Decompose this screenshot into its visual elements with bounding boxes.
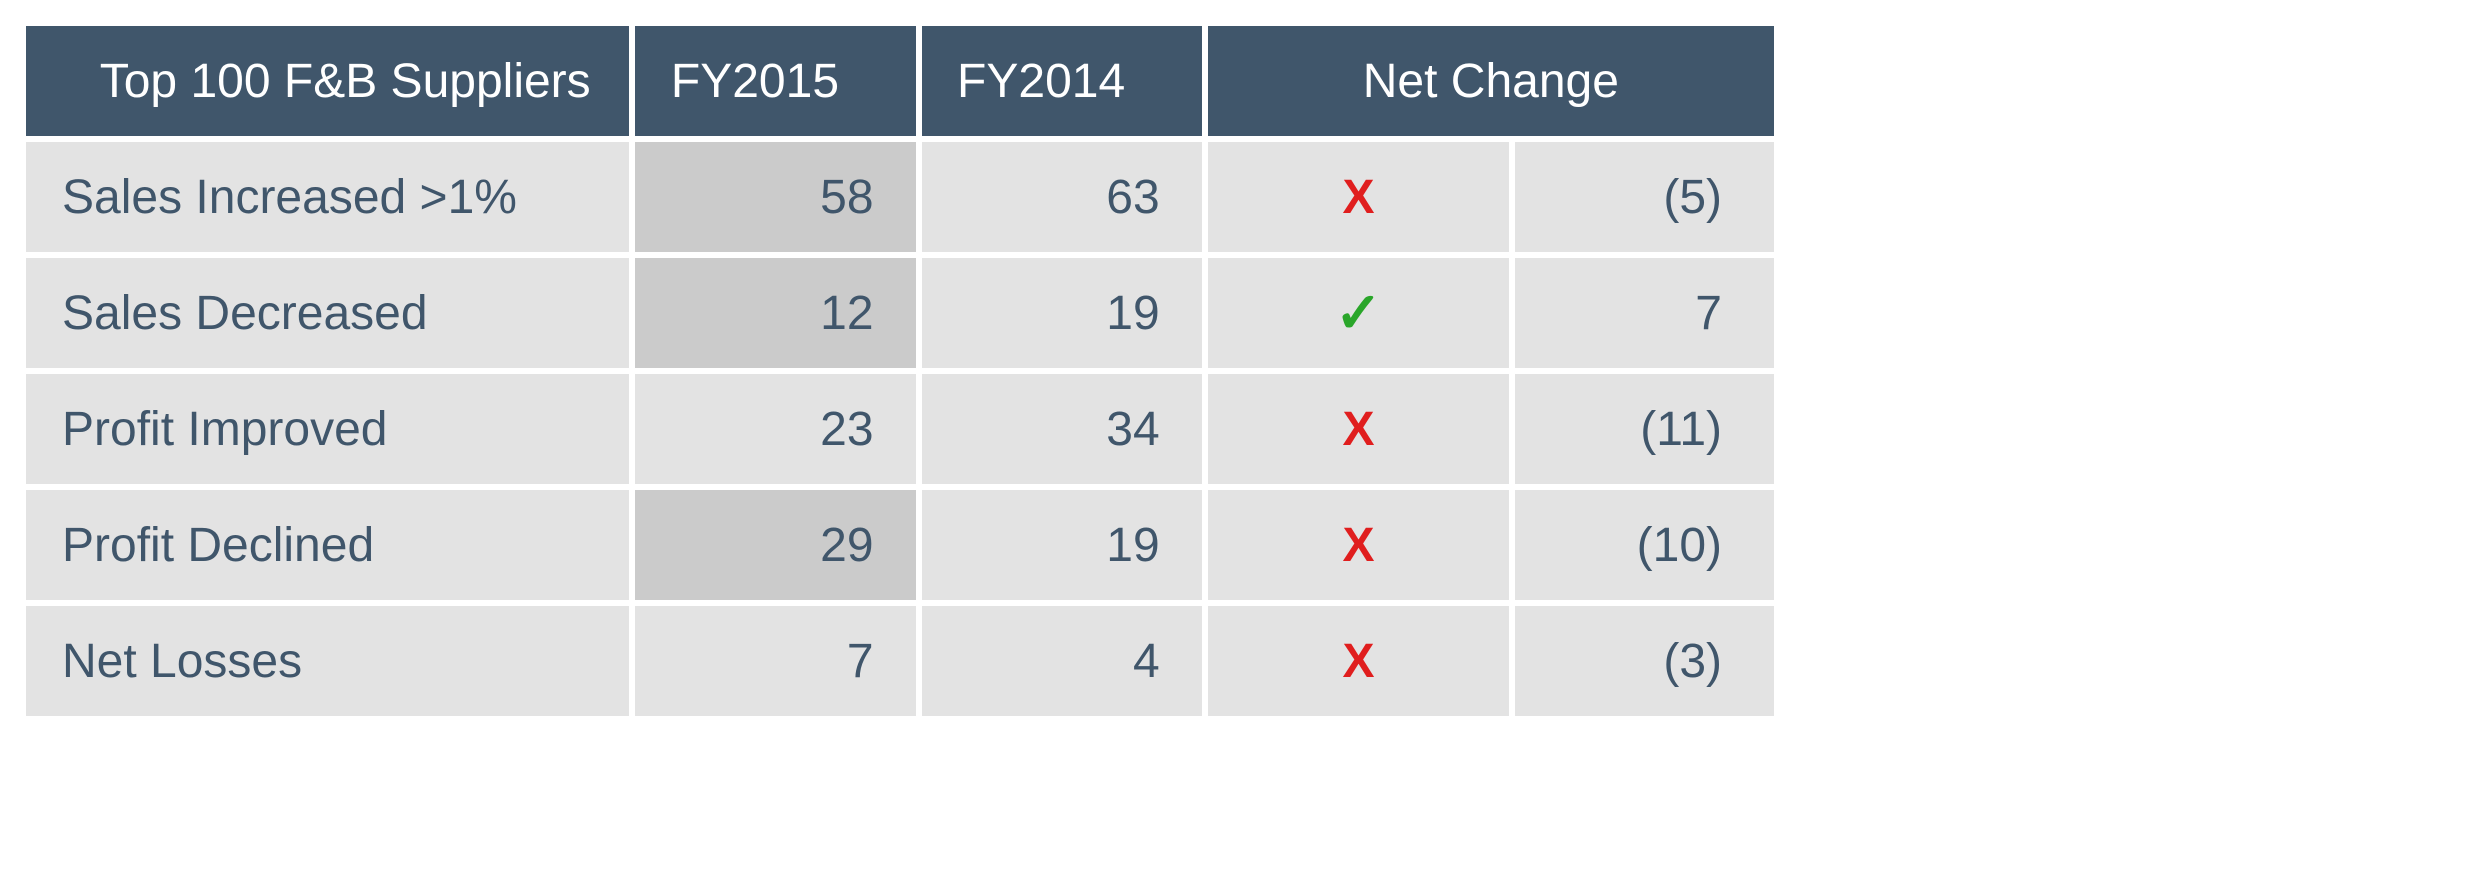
table-row: Profit Improved2334 X (11) [26, 374, 1774, 484]
col-header-fy2015: FY2015 [635, 26, 915, 136]
x-icon: X [1343, 171, 1375, 224]
row-label: Net Losses [26, 606, 629, 716]
table-header-row: Top 100 F&B Suppliers FY2015 FY2014 Net … [26, 26, 1774, 136]
x-icon: X [1343, 635, 1375, 688]
cell-netchange: (10) [1515, 490, 1774, 600]
x-icon: X [1208, 490, 1510, 600]
table-row: Net Losses74 X (3) [26, 606, 1774, 716]
cell-fy2015: 23 [635, 374, 915, 484]
cell-netchange: (5) [1515, 142, 1774, 252]
cell-netchange: (3) [1515, 606, 1774, 716]
row-label: Profit Declined [26, 490, 629, 600]
cell-fy2014: 4 [922, 606, 1202, 716]
check-icon: ✓ [1335, 281, 1382, 344]
cell-fy2015: 7 [635, 606, 915, 716]
col-header-suppliers: Top 100 F&B Suppliers [26, 26, 629, 136]
row-label: Sales Increased >1% [26, 142, 629, 252]
cell-netchange: 7 [1515, 258, 1774, 368]
table-body: Sales Increased >1%5863X(5)Sales Decreas… [26, 142, 1774, 716]
check-icon: ✓ [1208, 258, 1510, 368]
cell-fy2014: 19 [922, 490, 1202, 600]
x-icon: X [1208, 606, 1510, 716]
table-row: Sales Increased >1%5863 X (5) [26, 142, 1774, 252]
row-label: Profit Improved [26, 374, 629, 484]
table-row: Sales Decreased1219 ✓ 7 [26, 258, 1774, 368]
cell-fy2015: 58 [635, 142, 915, 252]
col-header-netchange: Net Change [1208, 26, 1774, 136]
col-header-fy2014: FY2014 [922, 26, 1202, 136]
cell-fy2015: 12 [635, 258, 915, 368]
x-icon: X [1343, 519, 1375, 572]
cell-fy2015: 29 [635, 490, 915, 600]
x-icon: X [1208, 374, 1510, 484]
suppliers-table: Top 100 F&B Suppliers FY2015 FY2014 Net … [20, 20, 1780, 722]
row-label: Sales Decreased [26, 258, 629, 368]
cell-netchange: (11) [1515, 374, 1774, 484]
table-row: Profit Declined2919 X (10) [26, 490, 1774, 600]
cell-fy2014: 63 [922, 142, 1202, 252]
cell-fy2014: 34 [922, 374, 1202, 484]
x-icon: X [1208, 142, 1510, 252]
x-icon: X [1343, 403, 1375, 456]
cell-fy2014: 19 [922, 258, 1202, 368]
